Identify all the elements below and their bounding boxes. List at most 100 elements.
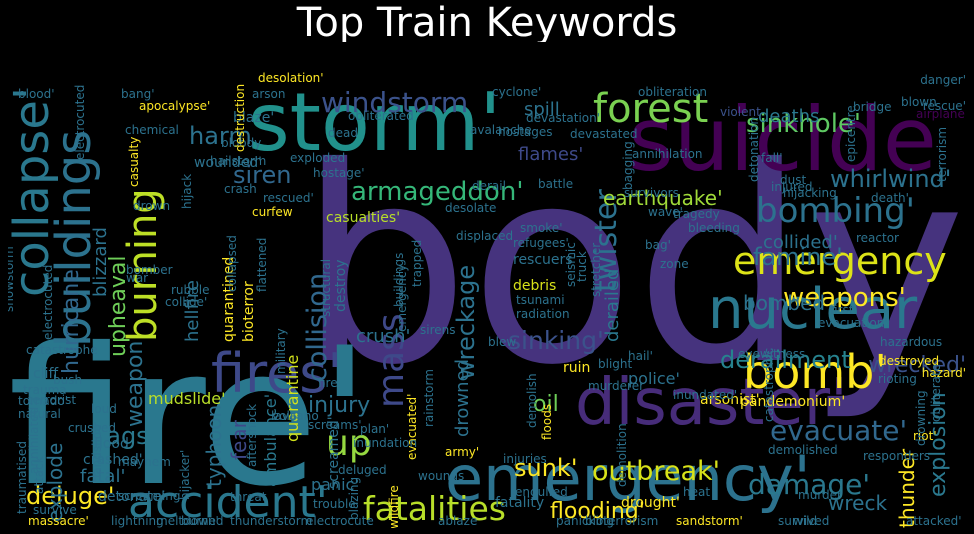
- word-110: ablaze: [438, 514, 477, 528]
- word-4: disaster': [575, 366, 848, 440]
- word-219: trouble: [313, 497, 356, 511]
- word-2: suicide: [628, 88, 937, 191]
- word-63: hellfire: [182, 280, 203, 342]
- word-28: sinking': [508, 326, 604, 355]
- word-113: aftershock: [245, 404, 259, 467]
- word-79: tsunami: [516, 293, 565, 307]
- word-89: sandstorm': [676, 514, 743, 528]
- word-221: survive: [33, 503, 77, 517]
- word-116: plan': [360, 422, 389, 436]
- word-98: loud: [91, 402, 117, 416]
- word-44: explode: [43, 443, 67, 522]
- word-85: ruin: [563, 360, 590, 376]
- word-23: armageddon': [351, 177, 523, 207]
- word-170: rescue': [923, 99, 966, 113]
- word-67: panic': [311, 475, 359, 494]
- word-145: bag': [645, 238, 671, 252]
- word-64: ambulance': [261, 394, 280, 487]
- word-101: injured: [771, 180, 813, 194]
- word-69: blaze': [233, 110, 274, 126]
- word-202: truck: [575, 251, 589, 282]
- word-37: upheaval: [106, 256, 131, 357]
- word-68: wounded': [194, 155, 262, 171]
- word-36: sunk': [514, 454, 577, 482]
- word-29: deluge': [26, 482, 114, 510]
- word-119: demolish: [525, 373, 539, 428]
- word-155: lightning: [111, 514, 164, 528]
- word-136: first: [830, 303, 854, 317]
- word-150: reactor: [856, 231, 899, 245]
- word-57: derailed: [602, 269, 623, 342]
- word-82: screamed': [326, 416, 342, 489]
- word-184: arson: [252, 87, 286, 101]
- word-16: fatalities: [363, 489, 506, 528]
- word-25: outbreak': [592, 456, 720, 487]
- word-54: crush': [356, 326, 410, 347]
- word-226: bush: [53, 373, 82, 387]
- word-137: destroyed: [879, 354, 939, 368]
- chart-title: Top Train Keywords: [296, 0, 678, 46]
- word-220: injuries: [503, 452, 547, 466]
- word-46: bombed: [743, 291, 825, 315]
- word-1: fire': [8, 307, 371, 528]
- word-192: terrorism: [935, 127, 949, 182]
- word-53: oil: [533, 392, 559, 417]
- word-42: explosion: [926, 392, 951, 497]
- word-105: army': [445, 445, 479, 459]
- word-171: rubble: [171, 283, 210, 297]
- word-222: traumatised: [15, 441, 29, 514]
- word-66: mudslide': [148, 389, 226, 408]
- word-127: devastation': [526, 111, 600, 125]
- word-109: blazing: [347, 477, 361, 520]
- word-71: rescued': [263, 191, 314, 205]
- word-48: wreck: [828, 491, 887, 515]
- word-227: inundation: [353, 436, 417, 450]
- word-153: thunderstorm: [230, 514, 312, 528]
- word-185: avalanche: [470, 123, 532, 137]
- word-102: tragedy: [673, 207, 720, 221]
- word-50: earthquake': [603, 186, 723, 210]
- word-31: derailment: [720, 346, 851, 374]
- word-179: exploded: [290, 151, 345, 165]
- word-154: meltdown': [156, 514, 219, 528]
- word-78: debris: [513, 278, 556, 294]
- word-187: bagging: [621, 141, 635, 190]
- word-117: evacuated': [405, 394, 419, 460]
- word-62: police': [628, 369, 680, 388]
- word-182: casualty: [127, 137, 141, 187]
- word-216: murder: [798, 488, 842, 502]
- word-167: cyclone': [492, 85, 541, 99]
- word-164: blood': [18, 87, 55, 101]
- word-132: bridge: [853, 100, 892, 114]
- word-144: wave': [648, 205, 683, 219]
- word-93: flood: [94, 436, 129, 452]
- word-156: survived: [778, 514, 829, 528]
- word-14: emergency: [733, 239, 947, 283]
- word-140: collapsed: [225, 235, 239, 292]
- word-70: casualties': [326, 210, 400, 226]
- word-108: wildfire: [387, 485, 401, 528]
- word-33: siren: [233, 161, 292, 189]
- word-27: collision: [302, 273, 333, 382]
- word-141: flattened: [255, 238, 269, 292]
- word-147: curfew: [252, 205, 293, 219]
- word-207: sirens: [420, 323, 456, 337]
- word-6: nuclear: [708, 277, 918, 342]
- word-11: burning: [120, 188, 166, 342]
- word-60: spill: [524, 99, 560, 120]
- word-190: detonation: [747, 117, 761, 182]
- word-177: crash: [224, 182, 257, 196]
- word-146: hail': [628, 349, 653, 363]
- word-162: attack: [32, 456, 46, 494]
- word-128: hostages: [498, 125, 553, 139]
- word-7: fires': [211, 342, 342, 405]
- word-174: crushed: [68, 421, 116, 435]
- word-138: inundated': [673, 388, 737, 402]
- word-9: buildings: [46, 130, 102, 347]
- word-178: derail: [472, 179, 506, 193]
- word-21: damage': [748, 468, 870, 501]
- word-196: desolate: [445, 201, 496, 215]
- word-107: burned: [181, 514, 224, 528]
- word-215: obliterate: [929, 364, 943, 422]
- word-22: sinkhole': [746, 109, 861, 139]
